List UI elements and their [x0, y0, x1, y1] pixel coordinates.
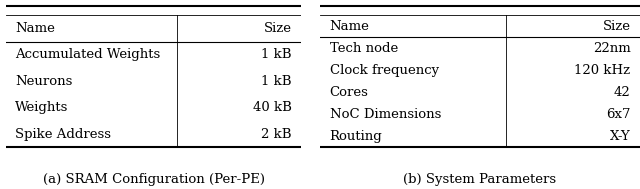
Text: (a) SRAM Configuration (Per-PE): (a) SRAM Configuration (Per-PE)	[43, 173, 264, 186]
Text: 120 kHz: 120 kHz	[574, 64, 630, 77]
Text: Cores: Cores	[330, 86, 369, 99]
Text: 6x7: 6x7	[606, 108, 630, 121]
Text: Accumulated Weights: Accumulated Weights	[15, 48, 161, 61]
Text: 1 kB: 1 kB	[262, 48, 292, 61]
Text: Clock frequency: Clock frequency	[330, 64, 439, 77]
Text: X-Y: X-Y	[610, 130, 630, 143]
Text: Spike Address: Spike Address	[15, 128, 111, 141]
Text: 1 kB: 1 kB	[262, 75, 292, 88]
Text: 22nm: 22nm	[593, 42, 630, 55]
Text: Routing: Routing	[330, 130, 382, 143]
Text: (b) System Parameters: (b) System Parameters	[403, 173, 557, 186]
Text: Weights: Weights	[15, 101, 68, 114]
Text: 42: 42	[614, 86, 630, 99]
Text: Size: Size	[264, 22, 292, 35]
Text: Name: Name	[15, 22, 55, 35]
Text: Neurons: Neurons	[15, 75, 72, 88]
Text: 40 kB: 40 kB	[253, 101, 292, 114]
Text: Size: Size	[602, 20, 630, 33]
Text: NoC Dimensions: NoC Dimensions	[330, 108, 441, 121]
Text: Name: Name	[330, 20, 369, 33]
Text: Tech node: Tech node	[330, 42, 398, 55]
Text: 2 kB: 2 kB	[262, 128, 292, 141]
